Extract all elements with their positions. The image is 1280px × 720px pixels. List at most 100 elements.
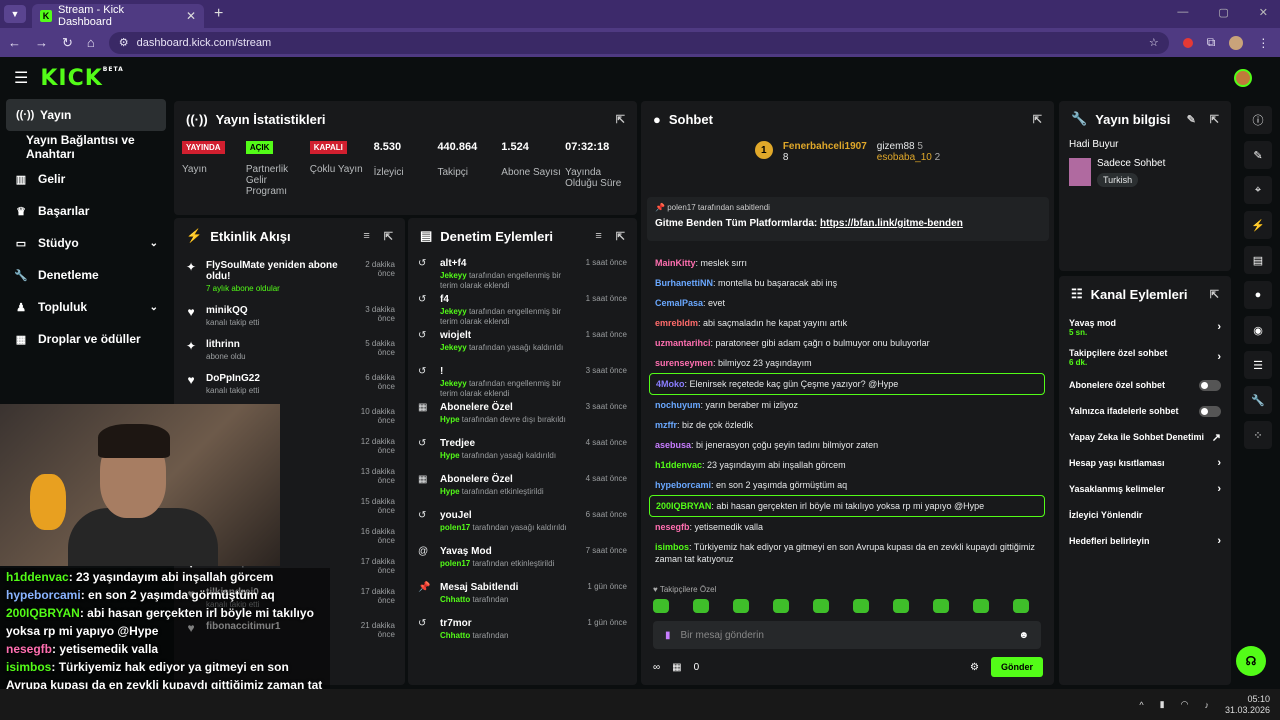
emoji-icon[interactable]: ☻	[1018, 629, 1029, 641]
list-item[interactable]: ↺ f4 Jekeyy tarafından engellenmiş bir ter…	[408, 290, 637, 326]
puzzle-icon[interactable]: ⧉	[1206, 35, 1216, 49]
chat-message[interactable]: nesegfb: yetisemedik valla	[649, 517, 1045, 537]
filter-icon[interactable]: ≡	[595, 229, 602, 242]
channel-action-row[interactable]: Yavaş mod 5 sn. ›	[1059, 312, 1231, 342]
channel-action-row[interactable]: Yasaklanmış kelimeler ›	[1059, 476, 1231, 502]
list-item[interactable]: ↺ youJel polen17 tarafından yasağı kaldırı…	[408, 506, 637, 542]
minimize-icon[interactable]: —	[1177, 6, 1189, 18]
chevron-right-icon[interactable]: ›	[1217, 483, 1221, 495]
emote-icon[interactable]	[773, 599, 789, 613]
popout-icon[interactable]: ⇱	[615, 113, 625, 126]
sidebar-item[interactable]: ▭ Stüdyo ⌄	[0, 227, 172, 259]
emote-icon[interactable]	[653, 599, 669, 613]
maximize-icon[interactable]: ▢	[1218, 7, 1229, 19]
chat-username[interactable]: nesegfb	[655, 522, 690, 532]
emote-icon[interactable]	[853, 599, 869, 613]
popout-icon[interactable]: ⇱	[1209, 288, 1219, 301]
new-tab-icon[interactable]: +	[214, 5, 224, 22]
send-button[interactable]: Gönder	[990, 657, 1043, 677]
profile-avatar-icon[interactable]	[1229, 35, 1244, 50]
chevron-right-icon[interactable]: ›	[1217, 535, 1221, 547]
sidebar-item[interactable]: ♟ Topluluk ⌄	[0, 291, 172, 323]
wifi-icon[interactable]: ◠	[1180, 699, 1189, 709]
list-item[interactable]: ↺ wiojelt Jekeyy tarafından yasağı kaldırı…	[408, 326, 637, 362]
chat-username[interactable]: surenseymen	[655, 358, 714, 368]
list-item[interactable]: @ Yavaş Mod polen17 tarafından etkinleştir…	[408, 542, 637, 578]
channel-action-row[interactable]: Yapay Zeka ile Sohbet Denetimi ↗	[1059, 424, 1231, 450]
user-avatar[interactable]	[1234, 69, 1252, 87]
browser-tab[interactable]: K Stream - Kick Dashboard ✕	[32, 4, 204, 28]
category-name[interactable]: Sadece Sohbet	[1097, 158, 1166, 169]
lightning-icon[interactable]: ⚡	[1244, 211, 1272, 239]
hamburger-menu-icon[interactable]: ☰	[14, 70, 29, 87]
list-item[interactable]: ↺ Tredjee Hype tarafından yasağı kaldırıld…	[408, 434, 637, 470]
menu-dots-icon[interactable]: ⋮	[1257, 35, 1270, 50]
emote-icon[interactable]	[693, 599, 709, 613]
sidebar-item[interactable]: ▥ Gelir	[0, 163, 172, 195]
chat-message[interactable]: asebusa: bi jenerasyon çoğu şeyin tadını…	[649, 435, 1045, 455]
channel-action-row[interactable]: Hedefleri belirleyin ›	[1059, 528, 1231, 554]
list-item[interactable]: 📌 Mesaj Sabitlendi Chhatto tarafından 1 gün…	[408, 578, 637, 614]
channel-action-row[interactable]: Takipçilere özel sohbet 6 dk. ›	[1059, 342, 1231, 372]
home-icon[interactable]: ⌂	[86, 35, 95, 50]
chat-bubble-icon[interactable]: ●	[1244, 281, 1272, 309]
emote-icon[interactable]	[933, 599, 949, 613]
list-item[interactable]: ✦ FlySoulMate yeniden abone oldu! 7 aylık …	[174, 254, 405, 299]
chat-message[interactable]: surenseymen: bilmiyoz 23 yaşındayım	[649, 353, 1045, 373]
emote-icon[interactable]	[813, 599, 829, 613]
close-tab-icon[interactable]: ✕	[185, 9, 196, 23]
chat-message[interactable]: isimbos: Türkiyemiz hak ediyor ya gitmey…	[649, 537, 1045, 569]
chat-input[interactable]: ▮ Bir mesaj gönderin ☻	[653, 621, 1041, 649]
bookmark-star-icon[interactable]: ☆	[1148, 37, 1159, 49]
chat-message[interactable]: h1ddenvac: 23 yaşındayım abi inşallah gö…	[649, 455, 1045, 475]
popout-icon[interactable]: ⇱	[1209, 113, 1219, 126]
chat-username[interactable]: emrebldm	[655, 318, 699, 328]
chat-message[interactable]: hypeborcami: en son 2 yaşımda görmüştüm …	[649, 475, 1045, 495]
support-headset-icon[interactable]: ☊	[1236, 646, 1266, 676]
chat-message[interactable]: uzmantarihci: paratoneer gibi adam çağrı…	[649, 333, 1045, 353]
document-icon[interactable]: ▤	[1244, 246, 1272, 274]
chevron-up-icon[interactable]: ^	[1139, 699, 1144, 710]
volume-icon[interactable]: ♪	[1204, 699, 1209, 710]
wrench-icon[interactable]: 🔧	[1244, 386, 1272, 414]
chat-username[interactable]: CemalPasa	[655, 298, 704, 308]
toggle-switch[interactable]	[1199, 405, 1221, 417]
channel-action-row[interactable]: İzleyici Yönlendir	[1059, 502, 1231, 528]
pinned-message[interactable]: 📌 polen17 tarafından sabitlendi Gitme Be…	[647, 197, 1049, 241]
chat-message[interactable]: mzffr: biz de çok özledik	[649, 415, 1045, 435]
sidebar-item[interactable]: Yayın Bağlantısı ve Anahtarı	[0, 131, 172, 163]
chat-username[interactable]: 4Moko	[656, 379, 685, 389]
target-icon[interactable]: ⌖	[1244, 176, 1272, 204]
external-link-icon[interactable]: ↗	[1211, 431, 1221, 444]
list-item[interactable]: ✦ lithrinn abone oldu 5 dakika önce	[174, 333, 405, 367]
chat-username[interactable]: nochuyum	[655, 400, 701, 410]
apps-icon[interactable]: ⁘	[1244, 421, 1272, 449]
mic-icon[interactable]: ▮	[665, 629, 671, 641]
chat-message[interactable]: MainKitty: meslek sırrı	[649, 253, 1045, 273]
chevron-right-icon[interactable]: ›	[1217, 321, 1221, 333]
channel-action-row[interactable]: Abonelere özel sohbet	[1059, 372, 1231, 398]
toggle-switch[interactable]	[1199, 379, 1221, 391]
back-icon[interactable]: ←	[8, 35, 21, 50]
people-icon[interactable]: ☰	[1244, 351, 1272, 379]
chat-username[interactable]: hypeborcami	[655, 480, 712, 490]
chat-message[interactable]: 200IQBRYAN: abi hasan gerçekten irl böyl…	[649, 495, 1045, 517]
list-item[interactable]: ▦ Abonelere Özel Hype tarafından etkinleşt…	[408, 470, 637, 506]
url-field[interactable]: ⚙ dashboard.kick.com/stream ☆	[108, 31, 1169, 54]
popout-icon[interactable]: ⇱	[383, 230, 393, 243]
pinned-link[interactable]: https://bfan.link/gitme-benden	[820, 218, 963, 229]
chat-message[interactable]: BurhanettiNN: montella bu başaracak abi …	[649, 273, 1045, 293]
list-item[interactable]: ↺ alt+f4 Jekeyy tarafından engellenmiş bir…	[408, 254, 637, 290]
sidebar-item[interactable]: ♛ Başarılar	[0, 195, 172, 227]
list-item[interactable]: ▦ Abonelere Özel Hype tarafından devre dış…	[408, 398, 637, 434]
mic-icon[interactable]: ▮	[1159, 699, 1165, 709]
list-item[interactable]: ↺ tr7mor Chhatto tarafından 1 gün önce	[408, 614, 637, 650]
chat-username[interactable]: h1ddenvac	[655, 460, 703, 470]
close-window-icon[interactable]: ✕	[1258, 7, 1268, 19]
reload-icon[interactable]: ↻	[62, 34, 73, 50]
record-extension-icon[interactable]	[1182, 37, 1193, 48]
list-item[interactable]: ↺! Jekeyy tarafından engellenmiş bir teri…	[408, 362, 637, 398]
list-item[interactable]: ♥ minikQQ kanalı takip etti 3 dakika önce	[174, 299, 405, 333]
info-icon[interactable]: ⓘ	[1244, 106, 1272, 134]
gift-leaderboard[interactable]: 1 Fenerbahceli1907 8 gizem88 5 esobaba_1…	[641, 137, 1054, 167]
